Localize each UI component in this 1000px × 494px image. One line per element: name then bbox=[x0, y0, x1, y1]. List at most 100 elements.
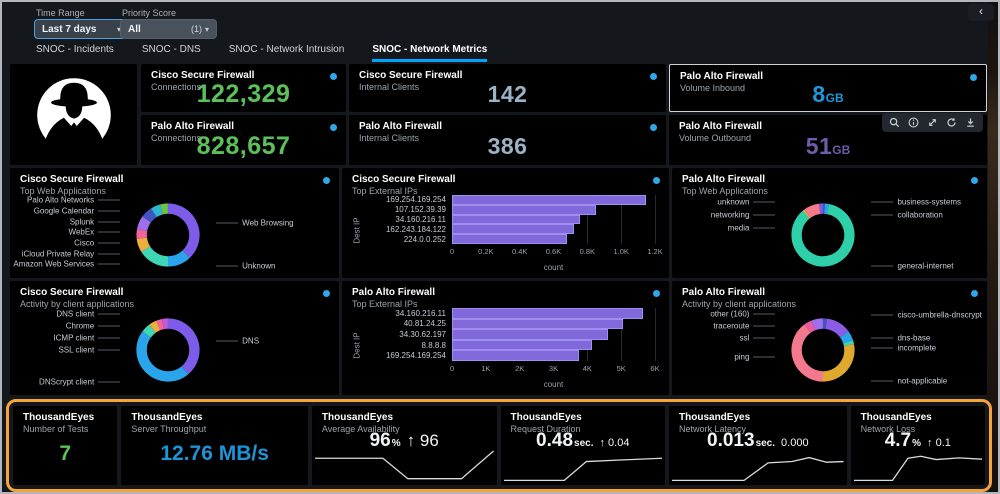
panel-subtitle: Average Availability bbox=[321, 424, 400, 434]
bar[interactable] bbox=[452, 224, 574, 235]
background-edge bbox=[988, 2, 998, 492]
hacker-avatar-image bbox=[36, 77, 111, 154]
time-range-value: Last 7 days bbox=[42, 23, 97, 35]
info-dot-icon[interactable] bbox=[971, 290, 978, 297]
collapse-panel-button[interactable]: ‹ bbox=[968, 4, 994, 21]
panel-palo-internal-clients[interactable]: Palo Alto Firewall Internal Clients 386 bbox=[349, 115, 666, 165]
donut-slice[interactable] bbox=[823, 343, 856, 382]
info-dot-icon[interactable] bbox=[330, 73, 337, 80]
donut-label: ssl bbox=[740, 333, 780, 342]
te-value: 0.013 bbox=[707, 430, 755, 451]
donut-slice[interactable] bbox=[151, 204, 164, 217]
donut-slice[interactable] bbox=[804, 320, 816, 333]
donut-chart[interactable]: other (160) cisco-umbrella-dnscrypt dns-ba… bbox=[678, 305, 982, 391]
donut-slice[interactable] bbox=[811, 318, 824, 331]
donut-slice[interactable] bbox=[803, 209, 812, 219]
donut-slice[interactable] bbox=[804, 203, 822, 218]
panel-te-number-of-tests[interactable]: ThousandEyes Number of Tests 7 bbox=[13, 406, 118, 485]
panel-subtitle: Network Loss bbox=[860, 424, 916, 434]
info-dot-icon[interactable] bbox=[650, 73, 657, 80]
bar-chart[interactable]: Dest IP 34.160.216.11 40.81.24.25 34.30.62.… bbox=[348, 305, 663, 391]
donut-slice[interactable] bbox=[825, 318, 850, 338]
donut-slice[interactable] bbox=[156, 318, 165, 331]
tab-snoc-incidents[interactable]: SNOC - Incidents bbox=[36, 44, 114, 55]
donut-slice[interactable] bbox=[141, 245, 169, 267]
panel-palo-volume-inbound[interactable]: Palo Alto Firewall Volume Inbound 8 GB bbox=[669, 64, 987, 112]
donut-slice[interactable] bbox=[791, 324, 824, 382]
info-dot-icon[interactable] bbox=[330, 124, 337, 131]
search-icon[interactable] bbox=[887, 115, 902, 130]
bar[interactable] bbox=[452, 195, 647, 205]
panel-cisco-activity-by-client-apps[interactable]: Cisco Secure Firewall Activity by client … bbox=[10, 281, 339, 395]
donut-slice[interactable] bbox=[149, 320, 161, 333]
bar-chart[interactable]: Dest IP 169.254.169.254 107.152.39.39 34.16… bbox=[348, 192, 663, 274]
bar[interactable] bbox=[452, 204, 596, 215]
donut-chart[interactable]: Web Browsing Unknown Amazon Web Services iC… bbox=[13, 192, 333, 274]
donut-slice[interactable] bbox=[791, 203, 856, 267]
info-dot-icon[interactable] bbox=[970, 74, 977, 81]
bar[interactable] bbox=[452, 308, 644, 319]
donut-slice[interactable] bbox=[167, 249, 190, 267]
priority-score-dropdown[interactable]: All (1) ▾ bbox=[120, 19, 217, 39]
priority-score-label: Priority Score bbox=[122, 8, 177, 18]
thousandeyes-row: ThousandEyes Number of Tests 7 ThousandEy… bbox=[6, 399, 992, 492]
donut-label: iCloud Private Relay bbox=[22, 249, 124, 258]
donut-slice[interactable] bbox=[136, 331, 189, 382]
donut-slice[interactable] bbox=[142, 207, 157, 223]
bar[interactable] bbox=[452, 234, 568, 244]
donut-slice[interactable] bbox=[843, 339, 855, 346]
bar[interactable] bbox=[452, 318, 623, 330]
bar[interactable] bbox=[452, 214, 581, 225]
panel-cisco-internal-clients[interactable]: Cisco Secure Firewall Internal Clients 14… bbox=[349, 64, 666, 112]
info-icon[interactable] bbox=[906, 115, 921, 130]
info-dot-icon[interactable] bbox=[650, 124, 657, 131]
donut-slice[interactable] bbox=[167, 203, 200, 258]
bar[interactable] bbox=[452, 329, 608, 340]
panel-te-network-loss[interactable]: ThousandEyes Network Loss 4.7% ↑ 0.1 bbox=[850, 406, 985, 485]
info-dot-icon[interactable] bbox=[653, 290, 660, 297]
panel-te-network-latency[interactable]: ThousandEyes Network Latency 0.013sec. 0.0… bbox=[669, 406, 847, 485]
panel-te-average-availability[interactable]: ThousandEyes Average Availability 96% ↑ 96 bbox=[311, 406, 497, 485]
x-axis-label: count bbox=[543, 263, 564, 272]
tab-snoc-dns[interactable]: SNOC - DNS bbox=[141, 44, 201, 55]
time-range-dropdown[interactable]: Last 7 days ▾ bbox=[34, 19, 129, 39]
donut-chart[interactable]: DNS DNScrypt client SSL client ICMP client C… bbox=[16, 305, 333, 391]
panel-palo-top-external-ips[interactable]: Palo Alto Firewall Top External IPs Dest … bbox=[342, 281, 669, 395]
panel-te-request-duration[interactable]: ThousandEyes Request Duration 0.48sec. ↑ 0… bbox=[500, 406, 666, 485]
panel-subtitle: Internal Clients bbox=[359, 82, 420, 92]
bar[interactable] bbox=[452, 339, 593, 351]
info-dot-icon[interactable] bbox=[971, 177, 978, 184]
panel-title: Cisco Secure Firewall bbox=[359, 70, 463, 81]
tab-snoc-network-intrusion[interactable]: SNOC - Network Intrusion bbox=[228, 44, 345, 55]
panel-cisco-top-external-ips[interactable]: Cisco Secure Firewall Top External IPs De… bbox=[342, 168, 669, 278]
refresh-icon[interactable] bbox=[944, 115, 959, 130]
expand-icon[interactable] bbox=[925, 115, 940, 130]
time-range-label: Time Range bbox=[36, 8, 85, 18]
panel-cisco-top-web-apps[interactable]: Cisco Secure Firewall Top Web Application… bbox=[10, 168, 339, 278]
download-icon[interactable] bbox=[963, 115, 978, 130]
donut-label: Palo Alto Networks bbox=[27, 196, 124, 205]
panel-palo-top-web-apps[interactable]: Palo Alto Firewall Top Web Applications b… bbox=[672, 168, 987, 278]
donut-slice[interactable] bbox=[137, 216, 152, 231]
kpi-unit: GB bbox=[832, 143, 851, 157]
donut-label: business-systems bbox=[867, 197, 961, 206]
info-dot-icon[interactable] bbox=[323, 290, 330, 297]
panel-subtitle: Activity by client applications bbox=[682, 299, 797, 309]
panel-palo-activity-by-client-apps[interactable]: Palo Alto Firewall Activity by client app… bbox=[672, 281, 987, 395]
tab-snoc-network-metrics[interactable]: SNOC - Network Metrics bbox=[372, 44, 488, 62]
panel-te-server-throughput[interactable]: ThousandEyes Server Throughput 12.76 MB/s bbox=[121, 406, 308, 485]
info-dot-icon[interactable] bbox=[323, 177, 330, 184]
donut-slice[interactable] bbox=[142, 324, 156, 338]
donut-slice[interactable] bbox=[160, 203, 169, 215]
panel-cisco-connections[interactable]: Cisco Secure Firewall Connections 122,329 bbox=[141, 64, 346, 112]
sparkline-chart bbox=[672, 449, 844, 482]
donut-chart[interactable]: business-systems collaboration general-int… bbox=[678, 192, 981, 274]
donut-slice[interactable] bbox=[136, 237, 151, 252]
donut-label: not-applicable bbox=[867, 376, 947, 385]
info-dot-icon[interactable] bbox=[653, 177, 660, 184]
panel-palo-connections[interactable]: Palo Alto Firewall Connections 828,657 bbox=[141, 115, 346, 165]
bar[interactable] bbox=[452, 350, 579, 361]
donut-slice[interactable] bbox=[840, 331, 854, 344]
donut-slice[interactable] bbox=[167, 318, 200, 375]
